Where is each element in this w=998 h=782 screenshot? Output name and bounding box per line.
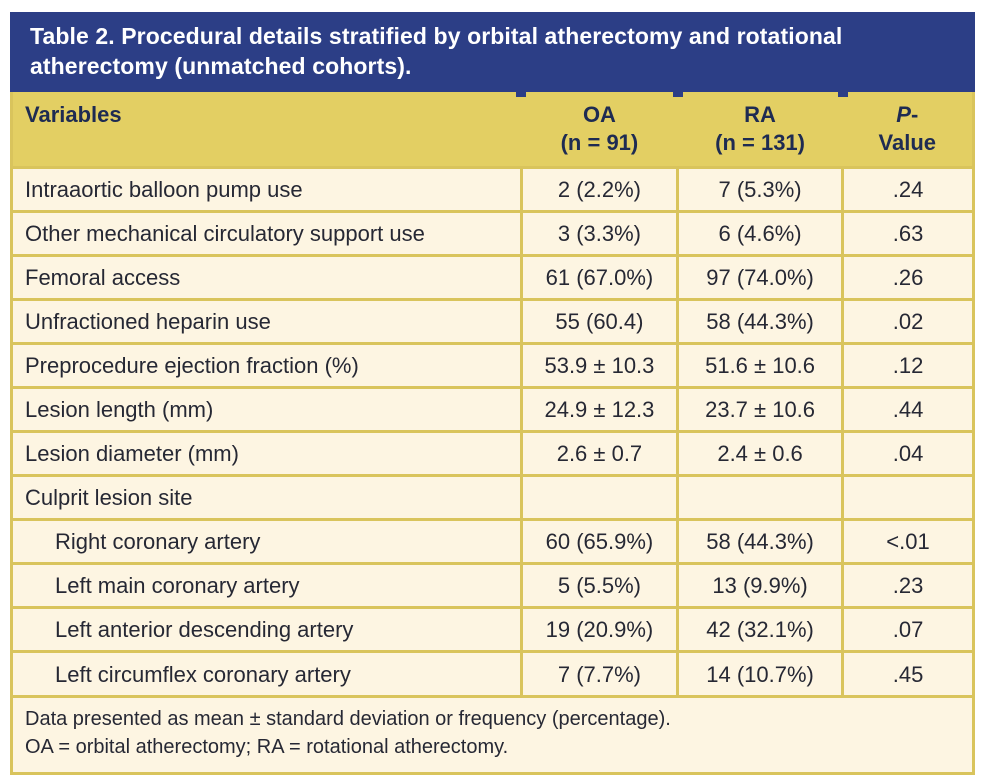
column-divider-tick bbox=[672, 91, 683, 97]
cell-p-value: .02 bbox=[841, 297, 972, 344]
cell-ra: 23.7 ± 10.6 bbox=[676, 385, 843, 432]
cell-p-value: .23 bbox=[841, 561, 972, 608]
cell-ra: 13 (9.9%) bbox=[676, 561, 843, 608]
cell-variable: Lesion length (mm) bbox=[13, 385, 522, 432]
table-rows: Intraaortic balloon pump use 2 (2.2%) 7 … bbox=[13, 165, 972, 696]
oa-label: OA bbox=[582, 101, 616, 127]
cell-p-value: .24 bbox=[841, 165, 972, 212]
cell-oa: 3 (3.3%) bbox=[519, 209, 678, 256]
cell-variable: Unfractioned heparin use bbox=[13, 297, 522, 344]
ra-label: RA bbox=[744, 101, 776, 127]
table-footnotes: Data presented as mean ± standard deviat… bbox=[13, 695, 972, 771]
col-header-p-value: P- Value bbox=[842, 91, 972, 168]
table-row: Unfractioned heparin use 55 (60.4) 58 (4… bbox=[13, 297, 972, 344]
table-row: Femoral access 61 (67.0%) 97 (74.0%) .26 bbox=[13, 253, 972, 300]
cell-p-value: .45 bbox=[841, 649, 972, 696]
table-row: Left anterior descending artery 19 (20.9… bbox=[13, 605, 972, 652]
column-divider-tick bbox=[516, 91, 527, 97]
p-value-label: Value bbox=[878, 130, 936, 156]
table-row: Other mechanical circulatory support use… bbox=[13, 209, 972, 256]
col-header-variables: Variables bbox=[13, 91, 522, 168]
cell-variable: Other mechanical circulatory support use bbox=[13, 209, 522, 256]
table-header: Variables OA (n = 91) RA (n = 131) P- Va… bbox=[13, 91, 972, 168]
cell-variable: Right coronary artery bbox=[13, 517, 522, 564]
cell-variable: Lesion diameter (mm) bbox=[13, 429, 522, 476]
cell-ra: 97 (74.0%) bbox=[676, 253, 843, 300]
cell-p-value: <.01 bbox=[841, 517, 972, 564]
p-dash: - bbox=[910, 101, 919, 127]
table-body-area: Variables OA (n = 91) RA (n = 131) P- Va… bbox=[10, 91, 975, 775]
header-row: Variables OA (n = 91) RA (n = 131) P- Va… bbox=[13, 91, 972, 168]
table-figure: Table 2. Procedural details stratified b… bbox=[10, 12, 975, 775]
cell-oa: 7 (7.7%) bbox=[519, 649, 678, 696]
cell-oa: 2.6 ± 0.7 bbox=[519, 429, 678, 476]
cell-ra: 51.6 ± 10.6 bbox=[676, 341, 843, 388]
col-header-ra: RA (n = 131) bbox=[677, 91, 843, 168]
cell-oa: 55 (60.4) bbox=[519, 297, 678, 344]
cell-oa: 53.9 ± 10.3 bbox=[519, 341, 678, 388]
table-row: Left circumflex coronary artery 7 (7.7%)… bbox=[13, 649, 972, 696]
cell-ra: 42 (32.1%) bbox=[676, 605, 843, 652]
cell-oa: 5 (5.5%) bbox=[519, 561, 678, 608]
cell-oa bbox=[519, 473, 678, 520]
cell-p-value bbox=[841, 473, 972, 520]
cell-p-value: .07 bbox=[841, 605, 972, 652]
cell-variable: Femoral access bbox=[13, 253, 522, 300]
table-row: Preprocedure ejection fraction (%) 53.9 … bbox=[13, 341, 972, 388]
table-row: Right coronary artery 60 (65.9%) 58 (44.… bbox=[13, 517, 972, 564]
table-title: Table 2. Procedural details stratified b… bbox=[30, 23, 843, 80]
table-row: Left main coronary artery 5 (5.5%) 13 (9… bbox=[13, 561, 972, 608]
cell-oa: 61 (67.0%) bbox=[519, 253, 678, 300]
cell-variable: Preprocedure ejection fraction (%) bbox=[13, 341, 522, 388]
table-row: Lesion diameter (mm) 2.6 ± 0.7 2.4 ± 0.6… bbox=[13, 429, 972, 476]
col-header-oa: OA (n = 91) bbox=[521, 91, 678, 168]
cell-oa: 2 (2.2%) bbox=[519, 165, 678, 212]
cell-p-value: .63 bbox=[841, 209, 972, 256]
cell-ra: 58 (44.3%) bbox=[676, 297, 843, 344]
cell-oa: 19 (20.9%) bbox=[519, 605, 678, 652]
cell-oa: 60 (65.9%) bbox=[519, 517, 678, 564]
column-divider-tick bbox=[837, 91, 848, 97]
cell-variable: Left circumflex coronary artery bbox=[13, 649, 522, 696]
cell-ra bbox=[676, 473, 843, 520]
cell-ra: 14 (10.7%) bbox=[676, 649, 843, 696]
cell-ra: 6 (4.6%) bbox=[676, 209, 843, 256]
cell-variable: Intraaortic balloon pump use bbox=[13, 165, 522, 212]
p-label: P bbox=[896, 101, 911, 127]
table-row: Lesion length (mm) 24.9 ± 12.3 23.7 ± 10… bbox=[13, 385, 972, 432]
cell-ra: 58 (44.3%) bbox=[676, 517, 843, 564]
col-header-variables-label: Variables bbox=[25, 101, 122, 127]
cell-variable: Culprit lesion site bbox=[13, 473, 522, 520]
cell-variable: Left main coronary artery bbox=[13, 561, 522, 608]
cell-p-value: .12 bbox=[841, 341, 972, 388]
table-title-bar: Table 2. Procedural details stratified b… bbox=[10, 12, 975, 92]
footnote-line: OA = orbital atherectomy; RA = rotationa… bbox=[25, 736, 509, 758]
procedural-details-table: Variables OA (n = 91) RA (n = 131) P- Va… bbox=[13, 91, 972, 696]
table-row: Intraaortic balloon pump use 2 (2.2%) 7 … bbox=[13, 165, 972, 212]
cell-p-value: .44 bbox=[841, 385, 972, 432]
footnote-line: Data presented as mean ± standard deviat… bbox=[25, 708, 671, 731]
cell-oa: 24.9 ± 12.3 bbox=[519, 385, 678, 432]
oa-n-label: (n = 91) bbox=[560, 130, 639, 156]
table-row-group-header: Culprit lesion site bbox=[13, 473, 972, 520]
ra-n-label: (n = 131) bbox=[715, 130, 805, 156]
cell-p-value: .04 bbox=[841, 429, 972, 476]
cell-ra: 7 (5.3%) bbox=[676, 165, 843, 212]
cell-variable: Left anterior descending artery bbox=[13, 605, 522, 652]
cell-p-value: .26 bbox=[841, 253, 972, 300]
cell-ra: 2.4 ± 0.6 bbox=[676, 429, 843, 476]
